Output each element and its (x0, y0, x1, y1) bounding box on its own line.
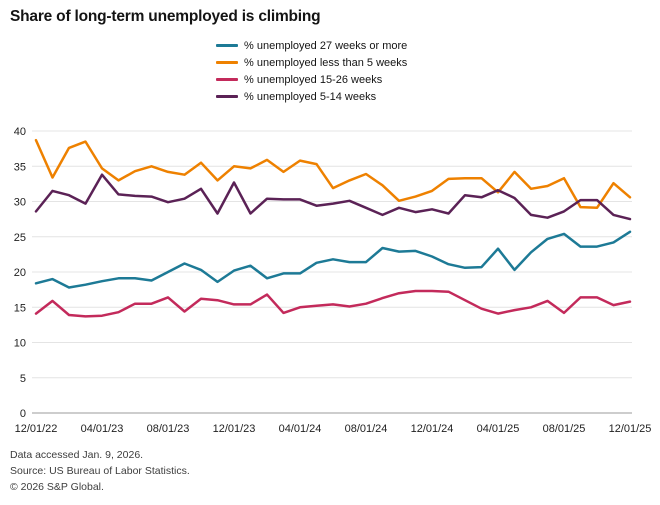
legend-line-swatch (216, 78, 238, 81)
legend-item: % unemployed 15-26 weeks (216, 73, 407, 86)
legend-label: % unemployed 5-14 weeks (244, 90, 377, 103)
chart-title: Share of long-term unemployed is climbin… (10, 8, 321, 25)
x-axis-tick-label: 12/01/25 (609, 423, 652, 435)
series-line (34, 173, 632, 221)
y-axis-tick-label: 40 (14, 126, 26, 138)
legend-item: % unemployed less than 5 weeks (216, 56, 407, 69)
legend: % unemployed 27 weeks or more % unemploye… (216, 39, 407, 103)
legend-label: % unemployed less than 5 weeks (244, 56, 408, 69)
x-axis-tick-label: 12/01/23 (213, 423, 256, 435)
x-axis-tick-label: 04/01/25 (477, 423, 520, 435)
y-axis-tick-label: 20 (14, 267, 26, 279)
x-axis-tick-label: 04/01/23 (81, 423, 124, 435)
y-axis-tick-label: 30 (14, 197, 26, 209)
legend-line-swatch (216, 61, 238, 64)
x-axis-tick-label: 08/01/25 (543, 423, 586, 435)
footer-copyright: © 2026 S&P Global. (10, 481, 104, 493)
y-axis-tick-label: 5 (20, 373, 26, 385)
line-chart: 0 5 10 15 20 25 30 35 40 12/01/22 04/01/23 08/01/23… (0, 118, 660, 450)
y-axis-tick-label: 0 (20, 408, 26, 420)
chart-svg: 0 5 10 15 20 25 30 35 40 12/01/22 04/01/23 08/01/23… (14, 126, 652, 435)
series-line (34, 138, 632, 210)
x-axis-tick-label: 12/01/22 (15, 423, 58, 435)
y-axis-tick-label: 35 (14, 161, 26, 173)
legend-line-swatch (216, 44, 238, 47)
y-axis-tick-label: 25 (14, 232, 26, 244)
footer-source: Source: US Bureau of Labor Statistics. (10, 465, 190, 477)
series-line (34, 230, 632, 289)
legend-label: % unemployed 15-26 weeks (244, 73, 383, 86)
legend-item: % unemployed 27 weeks or more (216, 39, 407, 52)
legend-line-swatch (216, 95, 238, 98)
y-axis-tick-label: 10 (14, 338, 26, 350)
x-axis-tick-label: 08/01/23 (147, 423, 190, 435)
footer-accessed: Data accessed Jan. 9, 2026. (10, 449, 144, 461)
legend-item: % unemployed 5-14 weeks (216, 90, 407, 103)
x-axis-tick-label: 04/01/24 (279, 423, 322, 435)
series-line (34, 289, 632, 318)
footer: Data accessed Jan. 9, 2026. Source: US B… (10, 447, 190, 495)
x-axis-tick-label: 08/01/24 (345, 423, 388, 435)
x-axis-tick-label: 12/01/24 (411, 423, 454, 435)
y-axis-tick-label: 15 (14, 302, 26, 314)
legend-label: % unemployed 27 weeks or more (244, 39, 408, 52)
